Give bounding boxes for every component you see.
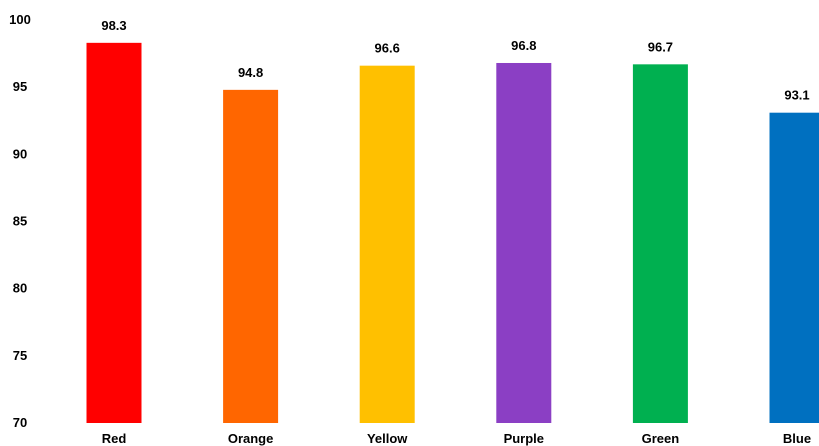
bar-red [86,42,142,423]
bars [86,42,819,424]
x-axis: Red Orange Yellow Purple Green Blue [102,431,811,446]
bar-blue [769,112,819,423]
category-label-blue: Blue [783,431,811,446]
y-tick-label: 70 [13,415,27,430]
category-label-orange: Orange [228,431,274,446]
bar-orange [223,89,279,423]
category-label-yellow: Yellow [367,431,408,446]
bar-purple [496,62,552,424]
y-tick-label: 75 [13,348,27,363]
y-tick-label: 95 [13,79,27,94]
category-label-green: Green [642,431,680,446]
y-tick-label: 100 [9,12,31,27]
bar-yellow [359,65,415,423]
value-labels: 98.3 94.8 96.6 96.8 96.7 93.1 [101,18,809,103]
category-label-red: Red [102,431,127,446]
y-axis: 70 75 80 85 90 95 100 [9,12,31,430]
value-label-blue: 93.1 [784,88,809,103]
bar-green [632,64,688,423]
category-label-purple: Purple [504,431,544,446]
y-tick-label: 90 [13,146,27,161]
y-tick-label: 85 [13,214,27,229]
value-label-yellow: 96.6 [375,41,400,56]
y-tick-label: 80 [13,281,27,296]
value-label-purple: 96.8 [511,38,536,53]
value-label-red: 98.3 [101,18,126,33]
value-label-orange: 94.8 [238,65,263,80]
value-label-green: 96.7 [648,39,673,54]
